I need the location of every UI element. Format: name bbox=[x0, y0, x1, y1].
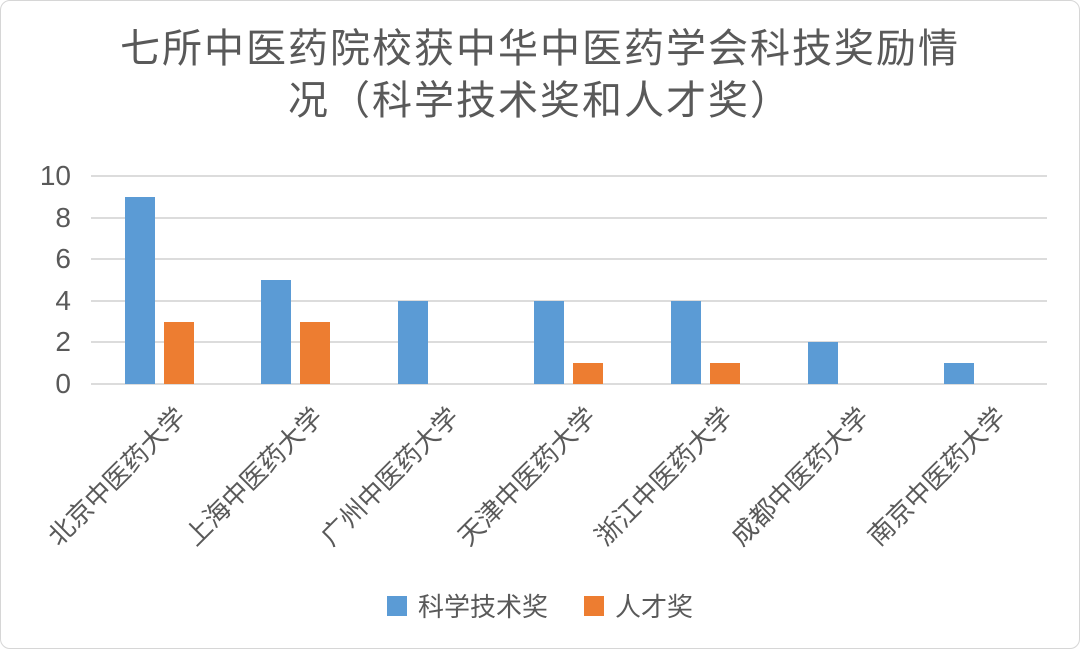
chart-title-line-1: 七所中医药院校获中华中医药学会科技奖励情 bbox=[120, 27, 960, 71]
bar-科学技术奖-浙江中医药大学 bbox=[671, 300, 702, 384]
legend: 科学技术奖 人才奖 bbox=[1, 587, 1079, 624]
gridline-y-10 bbox=[91, 175, 1047, 177]
bar-科学技术奖-南京中医药大学 bbox=[944, 363, 975, 384]
bar-group-4 bbox=[501, 176, 638, 384]
plot-area: 0 2 4 6 8 10 北京中医药大学 上海中医药大学 广州中医药大学 天津中医药大学 浙江中医… bbox=[40, 160, 1047, 551]
legend-swatch-talent-icon bbox=[584, 595, 604, 616]
bar-人才奖-上海中医药大学 bbox=[300, 321, 331, 384]
legend-item-science-tech-award: 科学技术奖 bbox=[386, 587, 548, 624]
y-axis-tick-label-8: 8 bbox=[55, 201, 71, 233]
bar-人才奖-天津中医药大学 bbox=[573, 363, 604, 384]
bar-科学技术奖-广州中医药大学 bbox=[397, 300, 428, 384]
gridline-y-2 bbox=[91, 341, 1047, 344]
legend-label-science-tech: 科学技术奖 bbox=[417, 592, 548, 622]
legend-item-talent-award: 人才奖 bbox=[584, 587, 693, 624]
bar-人才奖-浙江中医药大学 bbox=[710, 363, 741, 384]
x-axis-category-label-3: 广州中医药大学 bbox=[315, 401, 466, 552]
x-axis-category-label-2: 上海中医药大学 bbox=[178, 401, 329, 552]
bar-group-1 bbox=[91, 176, 228, 384]
bar-group-5 bbox=[637, 176, 774, 384]
bar-人才奖-北京中医药大学 bbox=[163, 321, 194, 384]
gridline-y-6 bbox=[91, 258, 1047, 261]
bar-科学技术奖-北京中医药大学 bbox=[124, 196, 155, 384]
legend-swatch-science-tech-icon bbox=[386, 595, 407, 616]
bar-group-3 bbox=[364, 176, 501, 384]
x-axis-category-label-4: 天津中医药大学 bbox=[451, 401, 602, 552]
x-axis-category-label-7: 南京中医药大学 bbox=[861, 401, 1012, 552]
chart-title: 七所中医药院校获中华中医药学会科技奖励情 况（科学技术奖和人才奖） bbox=[41, 23, 1039, 127]
y-axis-tick-label-2: 2 bbox=[55, 326, 71, 358]
y-axis-tick-label-4: 4 bbox=[55, 284, 71, 316]
bar-group-6 bbox=[774, 176, 911, 384]
x-axis-category-label-6: 成都中医药大学 bbox=[724, 401, 875, 552]
y-axis-tick-label-6: 6 bbox=[55, 243, 71, 275]
gridline-y-0 bbox=[91, 383, 1047, 385]
bar-group-7 bbox=[910, 176, 1047, 384]
bar-科学技术奖-天津中医药大学 bbox=[534, 300, 565, 384]
chart-title-line-2: 况（科学技术奖和人才奖） bbox=[288, 79, 792, 123]
x-axis-category-label-1: 北京中医药大学 bbox=[42, 401, 193, 552]
gridline-y-8 bbox=[91, 216, 1047, 219]
gridline-y-4 bbox=[91, 299, 1047, 302]
legend-label-talent: 人才奖 bbox=[615, 592, 694, 622]
y-axis-tick-label-10: 10 bbox=[39, 160, 71, 191]
y-axis-tick-label-0: 0 bbox=[55, 368, 71, 399]
bar-group-2 bbox=[228, 176, 365, 384]
x-axis-category-label-5: 浙江中医药大学 bbox=[588, 401, 739, 552]
bar-科学技术奖-上海中医药大学 bbox=[261, 280, 292, 384]
bar-科学技术奖-成都中医药大学 bbox=[807, 342, 838, 384]
